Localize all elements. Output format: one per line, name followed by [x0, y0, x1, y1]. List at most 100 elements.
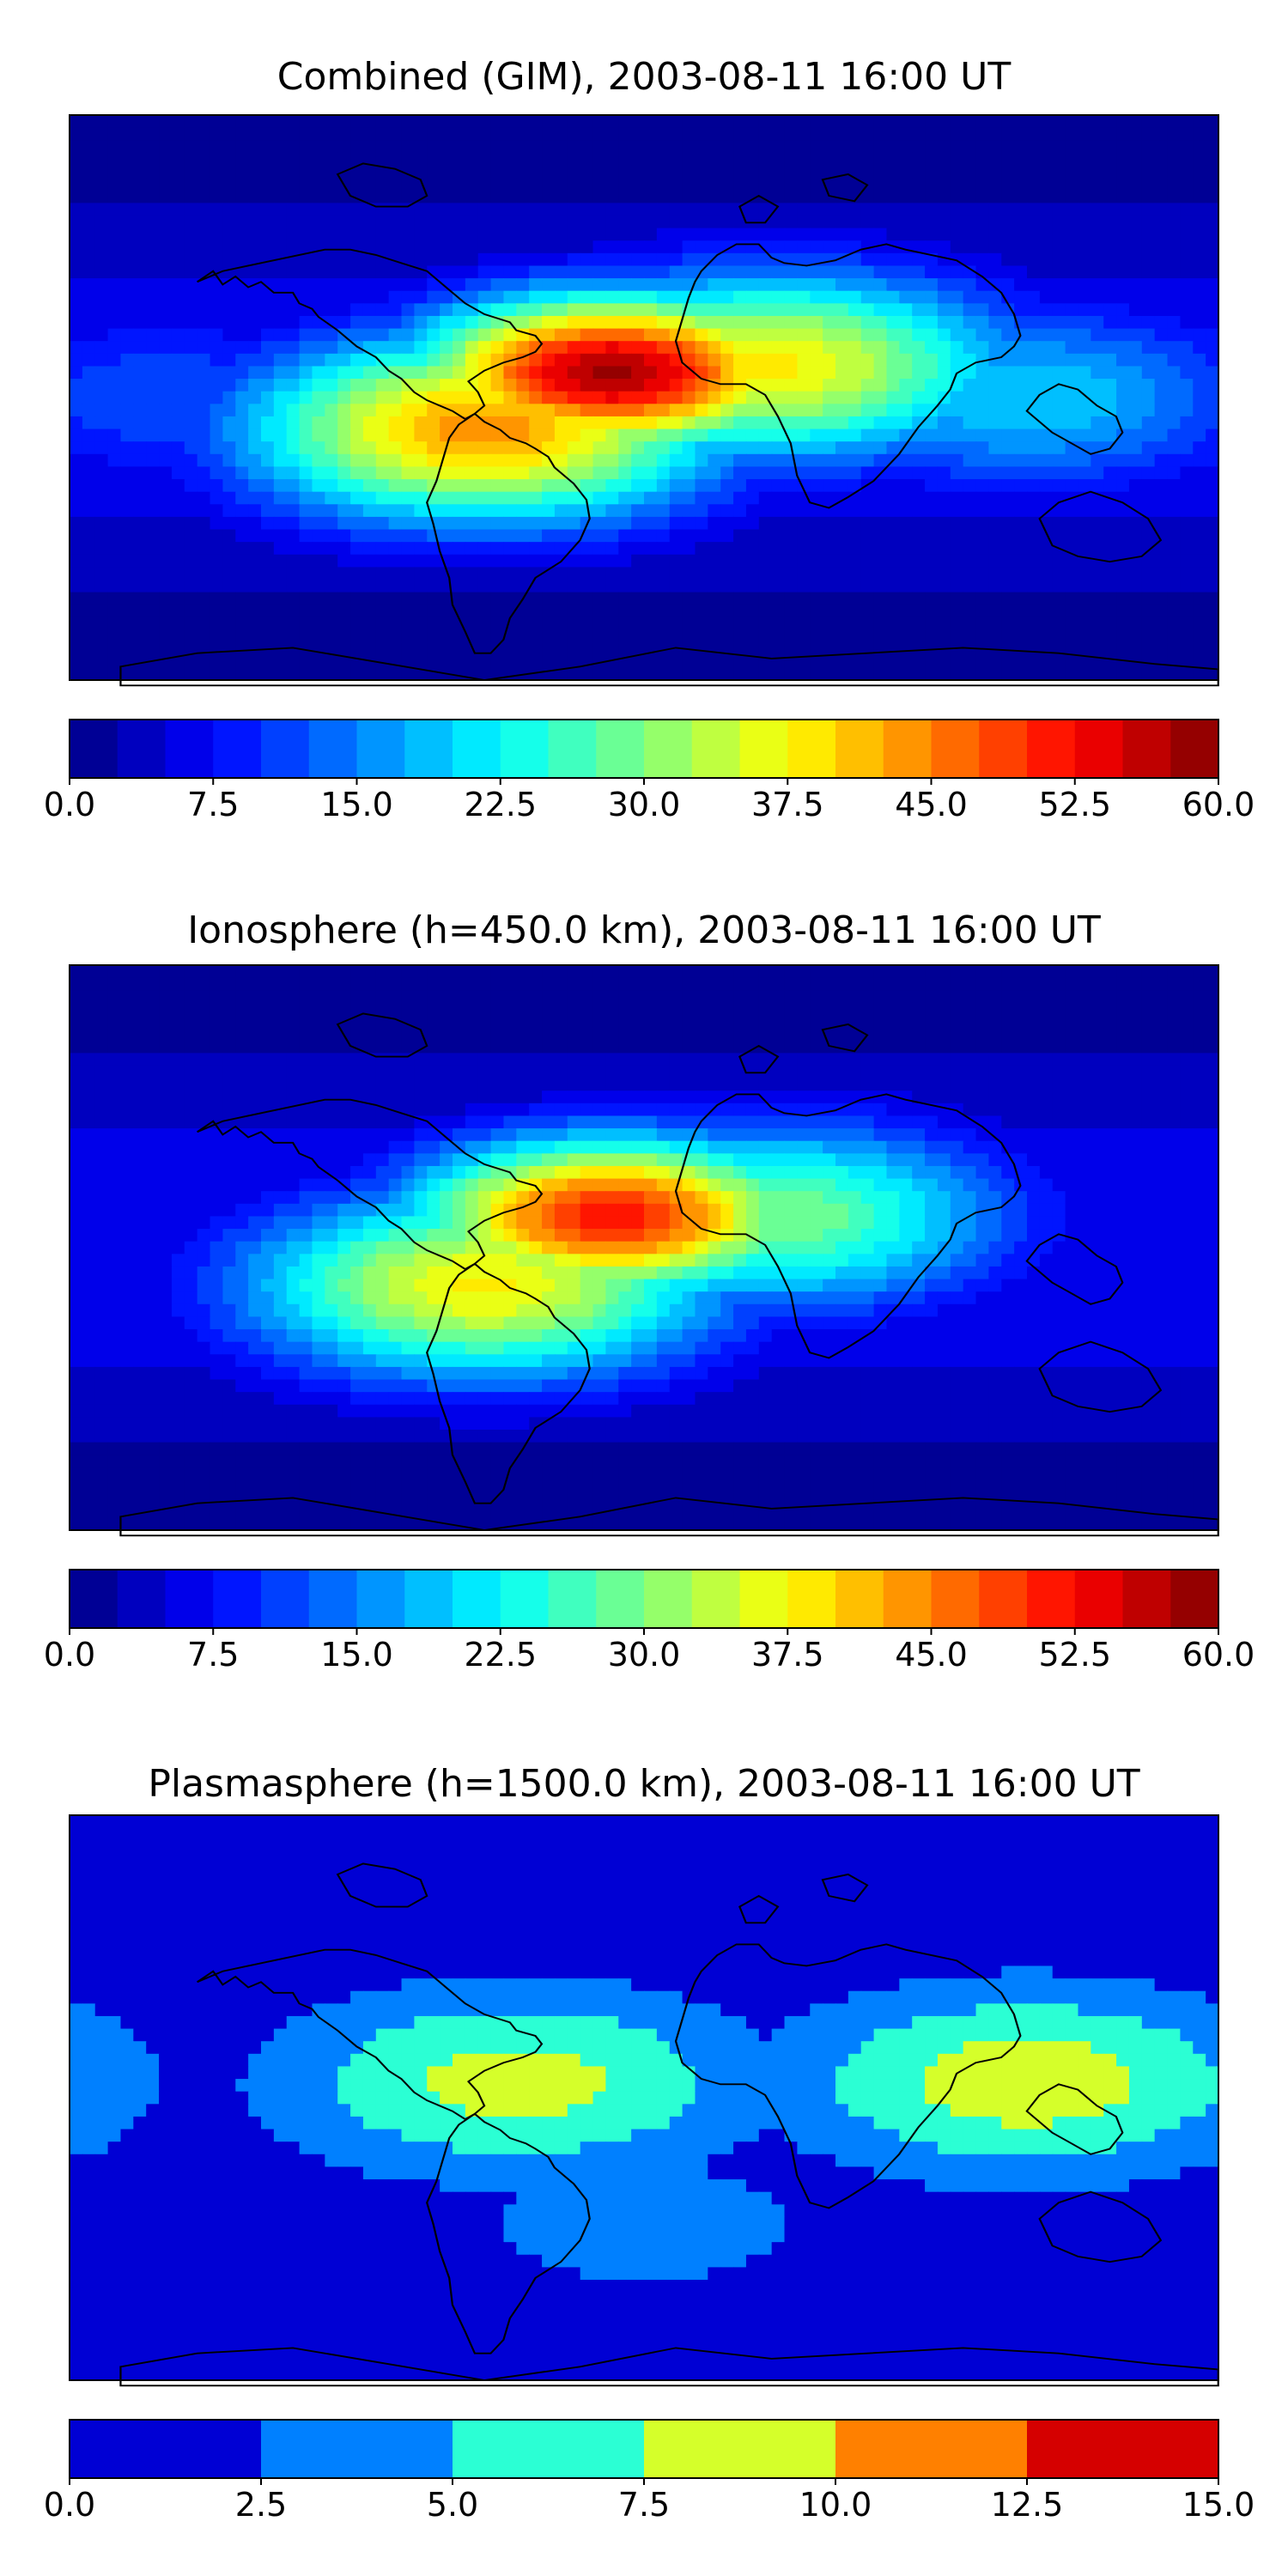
heatmap-cell	[605, 504, 619, 518]
heatmap-cell	[644, 654, 658, 668]
heatmap-cell	[477, 178, 492, 191]
heatmap-cell	[490, 127, 505, 141]
heatmap-cell	[1052, 252, 1066, 267]
heatmap-cell	[554, 140, 568, 154]
heatmap-cell	[1052, 328, 1066, 342]
heatmap-cell	[644, 1002, 658, 1017]
heatmap-cell	[848, 504, 862, 518]
heatmap-cell	[299, 592, 313, 605]
heatmap-cell	[745, 178, 760, 191]
heatmap-cell	[440, 529, 453, 543]
heatmap-cell	[197, 542, 211, 556]
heatmap-cell	[1167, 542, 1181, 556]
heatmap-cell	[1141, 990, 1156, 1004]
heatmap-cell	[708, 215, 721, 229]
heatmap-cell	[107, 127, 122, 141]
heatmap-cell	[925, 654, 939, 668]
heatmap-cell	[669, 542, 683, 556]
heatmap-cell	[554, 516, 568, 531]
heatmap-cell	[299, 504, 313, 518]
heatmap-cell	[656, 115, 671, 129]
heatmap-cell	[1052, 152, 1066, 167]
heatmap-cell	[1206, 115, 1218, 129]
heatmap-cell	[745, 265, 760, 279]
heatmap-cell	[720, 315, 734, 330]
heatmap-cell	[810, 391, 823, 404]
colorbar-tick-label: 30.0	[608, 786, 681, 823]
heatmap-cell	[860, 567, 875, 580]
heatmap-cell	[503, 416, 517, 430]
heatmap-cell	[1116, 504, 1130, 518]
heatmap-cell	[1078, 542, 1091, 556]
heatmap-cell	[248, 441, 262, 455]
heatmap-cell	[235, 328, 249, 342]
heatmap-cell	[695, 240, 708, 254]
heatmap-cell	[1014, 453, 1028, 468]
heatmap-cell	[261, 567, 275, 580]
heatmap-cell	[516, 654, 530, 668]
heatmap-cell	[261, 115, 275, 129]
heatmap-cell	[235, 441, 249, 455]
heatmap-cell	[146, 203, 160, 216]
heatmap-cell	[860, 453, 875, 468]
heatmap-cell	[362, 252, 377, 267]
heatmap-cell	[299, 366, 313, 380]
heatmap-cell	[963, 529, 977, 543]
heatmap-cell	[1193, 341, 1206, 355]
heatmap-cell	[733, 165, 747, 179]
heatmap-cell	[1141, 977, 1156, 991]
heatmap-cell	[925, 391, 939, 404]
heatmap-cell	[950, 516, 964, 531]
heatmap-cell	[580, 165, 594, 179]
heatmap-cell	[1141, 642, 1156, 656]
heatmap-cell	[771, 642, 786, 656]
heatmap-cell	[273, 1065, 288, 1079]
heatmap-cell	[222, 127, 236, 141]
heatmap-cell	[159, 629, 173, 643]
heatmap-cell	[554, 1053, 568, 1066]
heatmap-cell	[975, 1015, 989, 1029]
heatmap-cell	[1193, 580, 1206, 593]
heatmap-cell	[937, 265, 951, 279]
heatmap-cell	[644, 965, 658, 979]
heatmap-cell	[120, 965, 134, 979]
heatmap-cell	[1103, 127, 1117, 141]
heatmap-cell	[745, 290, 760, 304]
heatmap-cell	[362, 115, 377, 129]
heatmap-cell	[401, 629, 415, 643]
heatmap-cell	[388, 203, 403, 216]
heatmap-cell	[1014, 391, 1028, 404]
heatmap-cell	[312, 504, 325, 518]
heatmap-cell	[682, 554, 696, 568]
heatmap-cell	[873, 667, 888, 680]
heatmap-cell	[1167, 977, 1181, 991]
heatmap-cell	[453, 1002, 466, 1017]
heatmap-cell	[720, 190, 734, 204]
heatmap-cell	[873, 654, 888, 668]
heatmap-cell	[695, 1040, 708, 1054]
heatmap-cell	[745, 228, 760, 241]
heatmap-cell	[1141, 152, 1156, 167]
heatmap-cell	[1027, 654, 1041, 668]
heatmap-cell	[695, 580, 708, 593]
heatmap-cell	[580, 617, 594, 631]
heatmap-cell	[1027, 466, 1041, 480]
heatmap-cell	[401, 252, 415, 267]
heatmap-cell	[286, 240, 301, 254]
heatmap-cell	[273, 428, 288, 442]
heatmap-cell	[261, 391, 275, 404]
heatmap-cell	[771, 617, 786, 631]
heatmap-cell	[388, 453, 403, 468]
heatmap-cell	[644, 1065, 658, 1079]
heatmap-cell	[708, 629, 721, 643]
heatmap-cell	[465, 580, 479, 593]
heatmap-cell	[453, 554, 466, 568]
heatmap-cell	[159, 203, 173, 216]
heatmap-cell	[567, 353, 581, 368]
heatmap-cell	[120, 441, 134, 455]
heatmap-cell	[873, 127, 888, 141]
heatmap-cell	[886, 127, 900, 141]
heatmap-cell	[899, 441, 913, 455]
heatmap-cell	[1065, 315, 1079, 330]
heatmap-cell	[720, 152, 734, 167]
